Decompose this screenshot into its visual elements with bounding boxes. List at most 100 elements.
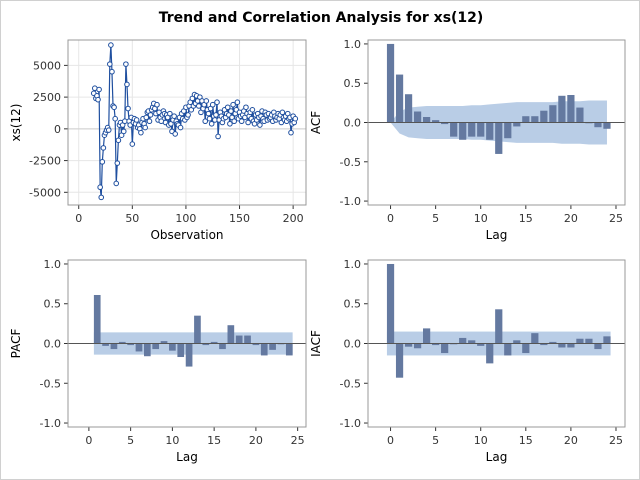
bar <box>504 122 512 139</box>
y-tick-label: -0.5 <box>340 156 361 169</box>
plot-frame <box>367 39 626 206</box>
bar <box>513 122 521 127</box>
x-tick-label: 200 <box>283 212 304 225</box>
y-tick-label: 0.0 <box>344 338 362 351</box>
x-tick-label: 10 <box>474 212 488 225</box>
bar <box>558 95 566 123</box>
bar <box>152 343 160 350</box>
bar <box>441 343 449 354</box>
data-point <box>243 104 249 111</box>
bar <box>567 95 575 123</box>
data-point <box>209 101 216 108</box>
data-point <box>205 110 212 117</box>
data-point <box>215 133 221 140</box>
data-point <box>143 114 150 121</box>
y-tick-label: -0.5 <box>340 377 361 390</box>
bar <box>477 122 485 137</box>
y-tick-label: -1.0 <box>340 417 361 430</box>
bar <box>477 343 485 346</box>
data-point <box>214 99 220 105</box>
bar <box>169 343 176 351</box>
bar <box>486 122 494 140</box>
x-tick-label: 15 <box>207 434 221 447</box>
data-point <box>279 109 286 116</box>
bar <box>177 343 185 358</box>
bar <box>404 94 413 123</box>
y-axis-title: xs(12) <box>9 104 23 142</box>
x-tick-label: 5 <box>127 434 134 447</box>
x-axis-title: Lag <box>176 450 198 464</box>
y-tick-label: -5000 <box>29 186 61 199</box>
bar <box>127 343 134 346</box>
data-point <box>185 112 191 118</box>
data-point <box>120 128 127 135</box>
bar <box>540 110 548 123</box>
bar <box>486 343 494 364</box>
data-point <box>213 112 219 118</box>
data-point <box>138 129 144 136</box>
bar <box>219 343 226 350</box>
x-tick-label: 150 <box>229 212 250 225</box>
y-tick-label: 0.5 <box>344 77 362 90</box>
y-tick-label: 1.0 <box>344 258 362 271</box>
x-tick-label: 0 <box>387 434 394 447</box>
x-tick-label: 50 <box>125 212 139 225</box>
bar <box>143 343 151 357</box>
x-tick-label: 20 <box>564 212 578 225</box>
y-tick-label: 0.0 <box>44 338 62 351</box>
bar <box>495 309 503 344</box>
data-point <box>111 104 117 111</box>
data-point <box>171 113 177 119</box>
panel-iacf: -1.0 -0.5 0.0 0.5 1.0 0 5 10 15 20 25 Lag IACF <box>309 258 626 464</box>
bar <box>252 343 260 346</box>
bar <box>513 340 521 344</box>
bar <box>585 338 593 344</box>
data-point <box>133 117 140 123</box>
data-point <box>224 104 231 111</box>
data-point <box>115 137 122 144</box>
data-point <box>245 119 251 126</box>
data-point <box>202 118 209 125</box>
x-tick-label: 10 <box>474 434 488 447</box>
x-tick-label: 10 <box>165 434 179 447</box>
bar <box>540 343 548 346</box>
data-point <box>292 115 299 122</box>
x-axis-title: Lag <box>486 228 508 242</box>
bar <box>93 294 101 344</box>
bar <box>194 315 201 344</box>
y-axis-title: ACF <box>309 111 323 134</box>
data-point <box>234 99 241 105</box>
bar <box>227 325 235 344</box>
y-tick-label: -1.0 <box>40 417 61 430</box>
data-point <box>113 180 120 187</box>
bar <box>269 343 276 350</box>
y-tick-label: 0.5 <box>344 298 362 311</box>
data-point <box>109 68 115 75</box>
bar <box>395 343 404 378</box>
data-point <box>97 184 103 191</box>
bar <box>594 122 602 128</box>
bar <box>594 343 602 350</box>
bar <box>531 116 539 123</box>
panel-pacf: -1.0 -0.5 0.0 0.5 1.0 0 5 10 15 20 25 Lag PACF <box>9 258 307 464</box>
data-point <box>172 131 179 137</box>
y-tick-label: -0.5 <box>40 377 61 390</box>
bar <box>413 343 422 349</box>
bar <box>450 122 458 137</box>
data-point <box>238 118 245 125</box>
plot-frame <box>67 39 307 206</box>
bar <box>459 122 467 140</box>
bar <box>549 105 557 123</box>
y-tick-label: 0.5 <box>44 298 62 311</box>
y-tick-label: -1.0 <box>340 195 361 208</box>
data-point <box>98 194 105 201</box>
data-point <box>107 61 113 67</box>
bar <box>285 343 293 356</box>
data-point <box>231 118 237 125</box>
data-point <box>154 101 160 108</box>
plot-frame <box>367 259 626 428</box>
x-axis-title: Observation <box>150 228 223 242</box>
panel-acf: -1.0 -0.5 0.0 0.5 1.0 0 5 10 15 20 25 Lag ACF <box>309 38 626 242</box>
bar <box>603 336 611 344</box>
data-point <box>112 115 118 122</box>
